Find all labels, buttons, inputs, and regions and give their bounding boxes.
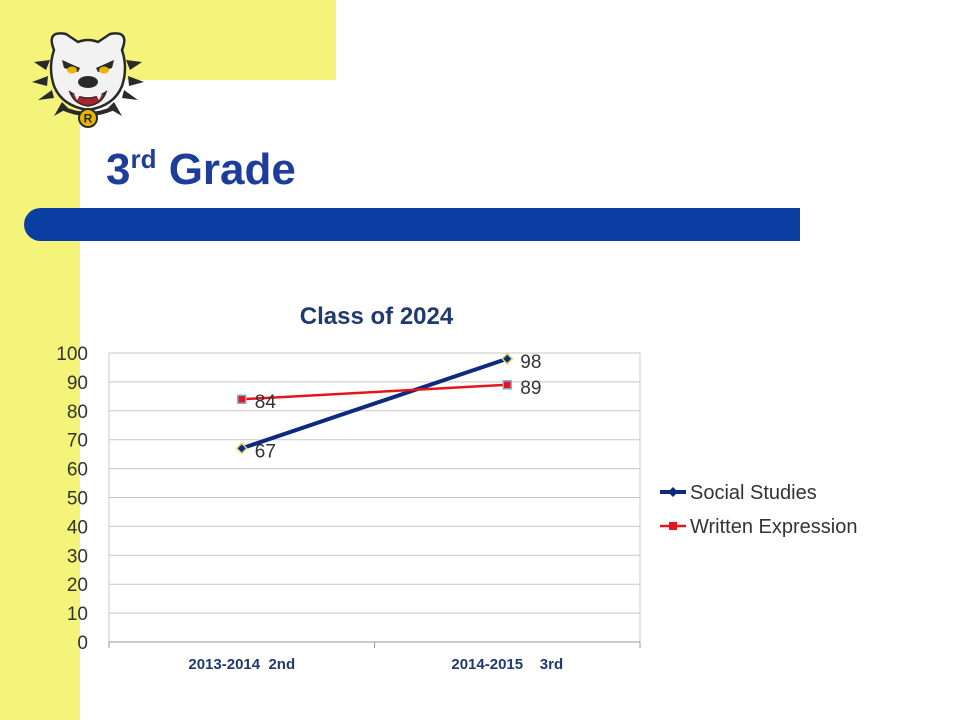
x-tick-label: 2014-2015 3rd xyxy=(451,656,563,673)
chart-title: Class of 2024 xyxy=(300,303,454,330)
legend-marker-square xyxy=(669,522,677,530)
y-tick-label: 80 xyxy=(67,402,88,423)
y-tick-label: 40 xyxy=(67,517,88,538)
series-line xyxy=(241,383,508,401)
series-line xyxy=(241,356,508,451)
title-bar-notch xyxy=(66,241,80,245)
y-tick-label: 30 xyxy=(67,546,88,567)
y-tick-label: 0 xyxy=(77,633,88,654)
legend-label: Written Expression xyxy=(690,516,857,538)
y-tick-label: 50 xyxy=(67,489,88,510)
bulldog-mascot-icon: R xyxy=(32,32,144,128)
y-tick-label: 10 xyxy=(67,604,88,625)
legend-marker-diamond xyxy=(668,487,678,497)
y-tick-label: 70 xyxy=(67,431,88,452)
data-label: 84 xyxy=(255,392,277,413)
data-label: 98 xyxy=(520,352,541,373)
y-tick-label: 90 xyxy=(67,373,88,394)
data-label: 67 xyxy=(255,441,276,462)
title-superscript: rd xyxy=(130,144,157,174)
page-title: 3rd Grade xyxy=(106,140,296,200)
y-tick-label: 60 xyxy=(67,460,88,481)
data-point-diamond xyxy=(235,442,248,455)
x-tick-label: 2013-2014 2nd xyxy=(188,656,295,673)
y-tick-label: 100 xyxy=(56,344,88,365)
title-main: 3 xyxy=(106,145,131,194)
title-rest: Grade xyxy=(156,145,296,194)
data-point-diamond xyxy=(501,352,514,365)
y-tick-label: 20 xyxy=(67,575,88,596)
data-point-square xyxy=(237,394,247,404)
legend-label: Social Studies xyxy=(690,482,817,504)
logo-badge-letter: R xyxy=(84,112,93,126)
title-underline-bar xyxy=(24,208,800,241)
yellow-side-band xyxy=(0,0,80,720)
data-point-square xyxy=(502,380,512,390)
data-label: 89 xyxy=(520,378,541,399)
